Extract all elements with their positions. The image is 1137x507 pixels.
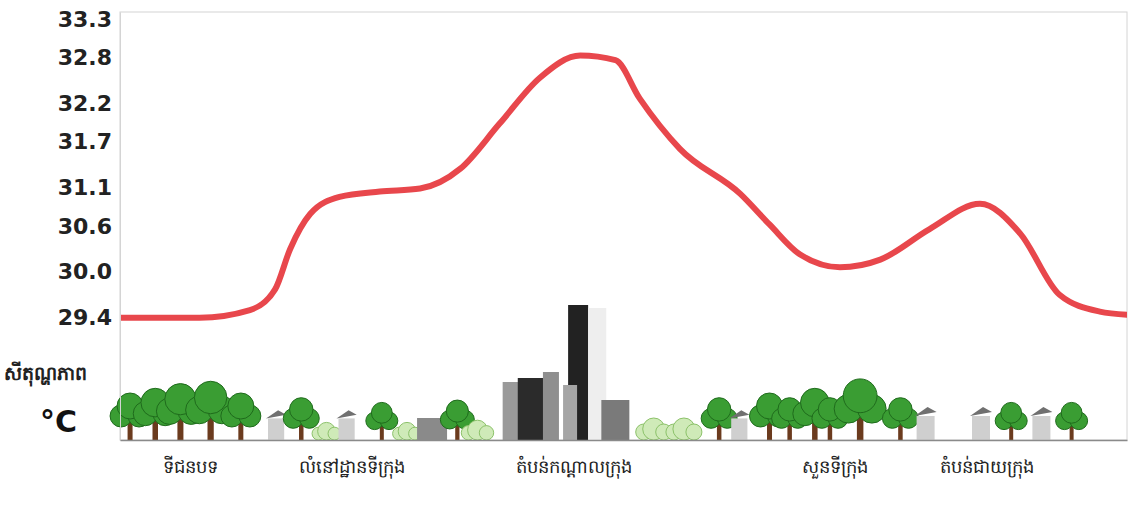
- y-tick: 30.6: [58, 214, 120, 239]
- canopy: [228, 393, 254, 419]
- x-tick-label: តំបន់ជាយក្រុង: [940, 455, 1034, 479]
- chart: 33.3 32.8 32.2 31.7 31.1 30.6 30.0 29.4 ទីជនបទ លំ…: [0, 0, 1137, 507]
- canopy: [1061, 402, 1082, 423]
- x-tick: លំនៅដ្ឋានទីក្រុង: [299, 440, 405, 479]
- bush: [479, 426, 493, 440]
- house: [972, 416, 990, 440]
- y-tick: 33.3: [58, 7, 120, 32]
- house: [731, 418, 747, 440]
- y-tick-label: 32.8: [58, 45, 112, 70]
- building: [518, 378, 544, 440]
- canopy: [707, 398, 730, 421]
- x-tick-label: លំនៅដ្ឋានទីក្រុង: [299, 455, 405, 479]
- x-tick: ទីជនបទ: [163, 440, 218, 477]
- building: [543, 372, 559, 440]
- y-tick-label: 30.0: [58, 259, 112, 284]
- y-tick-label: 30.6: [58, 214, 112, 239]
- bush: [686, 424, 702, 440]
- y-tick: 32.8: [58, 45, 120, 70]
- x-tick: សួនទីក្រុង: [802, 440, 868, 479]
- canopy: [194, 381, 227, 414]
- x-tick: តំបន់ជាយក្រុង: [940, 440, 1034, 479]
- house: [917, 416, 935, 440]
- y-axis-unit: °C: [40, 404, 77, 439]
- y-tick: 31.1: [58, 175, 120, 200]
- building: [601, 400, 629, 440]
- y-axis-title: សីតុណ្ហភាព: [4, 361, 87, 387]
- canopy: [371, 402, 392, 423]
- roof: [729, 410, 749, 418]
- canopy: [843, 379, 877, 413]
- building: [503, 382, 519, 440]
- roof: [915, 407, 937, 416]
- y-tick: 32.2: [58, 91, 120, 116]
- tree: [882, 398, 918, 440]
- x-tick-label: តំបន់កណ្តាលក្រុង: [516, 455, 632, 479]
- roof: [336, 410, 356, 418]
- y-tick-label: 33.3: [58, 7, 112, 32]
- y-tick-label: 31.7: [58, 129, 112, 154]
- canopy: [446, 400, 468, 422]
- y-tick-label: 29.4: [58, 305, 112, 330]
- plot-frame: [120, 12, 1127, 440]
- house: [268, 418, 284, 440]
- roof: [970, 407, 992, 416]
- x-tick-label: សួនទីក្រុង: [802, 455, 868, 479]
- tree: [221, 393, 261, 440]
- canopy: [1001, 402, 1022, 423]
- canopy: [290, 398, 313, 421]
- building: [563, 385, 577, 440]
- y-axis-line: [120, 13, 121, 441]
- plot-area: [120, 56, 1127, 318]
- y-tick: 30.0: [58, 259, 120, 284]
- house: [338, 418, 354, 440]
- temperature-line: [120, 56, 1127, 318]
- x-tick: តំបន់កណ្តាលក្រុង: [516, 440, 632, 479]
- canopy: [889, 398, 912, 421]
- y-tick-label: 32.2: [58, 91, 112, 116]
- y-tick-label: 31.1: [58, 175, 112, 200]
- roof: [1030, 407, 1052, 416]
- landscape: [110, 305, 1088, 440]
- x-axis: ទីជនបទ លំនៅដ្ឋានទីក្រុង តំបន់កណ្តាលក្រុង សួ…: [121, 440, 1128, 479]
- tree: [995, 402, 1027, 440]
- tree: [834, 379, 886, 440]
- tree: [1056, 402, 1088, 440]
- y-tick: 29.4: [58, 305, 120, 330]
- x-tick-label: ទីជនបទ: [163, 455, 218, 477]
- x-axis-line: [121, 440, 1128, 442]
- house: [1032, 416, 1050, 440]
- y-tick: 31.7: [58, 129, 120, 154]
